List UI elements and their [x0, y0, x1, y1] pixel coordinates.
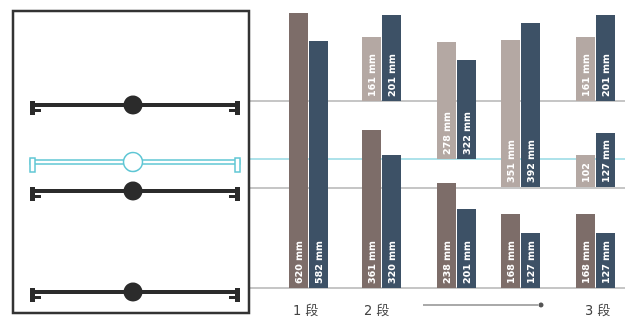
- tier-label-2: 2 段: [364, 304, 389, 319]
- bar-15: [576, 37, 595, 101]
- bar-19: [576, 214, 595, 288]
- bar-13: [501, 214, 520, 288]
- bar-label-18: 127 mm: [601, 140, 612, 183]
- bar-label-10: 201 mm: [462, 241, 473, 284]
- bar-5: [362, 130, 381, 288]
- bar-11: [501, 40, 520, 187]
- bar-17: [576, 155, 595, 187]
- bar-label-8: 322 mm: [462, 112, 473, 155]
- bar-20: [596, 233, 615, 288]
- bar-label-15: 161 mm: [581, 54, 592, 97]
- bar-label-3: 161 mm: [367, 54, 378, 97]
- bar-label-12: 392 mm: [526, 140, 537, 183]
- bar-4: [382, 15, 401, 101]
- dimension-bars: 620 mm 582 mm 161 mm 201 mm 361 mm 320 mm 278 …: [289, 13, 615, 288]
- bar-10: [457, 209, 476, 288]
- bar-label-20: 127 mm: [601, 241, 612, 284]
- bar-label-7: 278 mm: [442, 112, 453, 155]
- bar-label-11: 351 mm: [506, 140, 517, 183]
- bar-label-9: 238 mm: [442, 241, 453, 284]
- bar-label-17: 102: [581, 163, 592, 183]
- bar-12: [521, 23, 540, 187]
- bar-label-16: 201 mm: [601, 54, 612, 97]
- drawer-rail-icon: [30, 95, 240, 115]
- bar-label-1: 620 mm: [294, 241, 305, 284]
- tier-label-1: 1 段: [293, 304, 318, 319]
- bar-6: [382, 155, 401, 288]
- bar-label-19: 168 mm: [581, 241, 592, 284]
- tier-label-3: 3 段: [585, 304, 610, 319]
- bar-label-14: 127 mm: [526, 241, 537, 284]
- bar-label-6: 320 mm: [387, 241, 398, 284]
- bar-9: [437, 183, 456, 288]
- bar-2: [309, 41, 328, 288]
- bar-3: [362, 37, 381, 101]
- bar-label-4: 201 mm: [387, 54, 398, 97]
- bar-1: [289, 13, 308, 288]
- arrow-right-icon: [423, 302, 544, 308]
- bar-8: [457, 60, 476, 159]
- bar-label-5: 361 mm: [367, 241, 378, 284]
- bar-18: [596, 133, 615, 187]
- bar-label-2: 582 mm: [314, 241, 325, 284]
- bar-7: [437, 42, 456, 159]
- bar-16: [596, 15, 615, 101]
- highlighted-drawer-rail-icon: [29, 151, 241, 173]
- drawer-rail-icon: [30, 181, 240, 201]
- drawer-rail-icon: [30, 282, 240, 302]
- bar-label-13: 168 mm: [506, 241, 517, 284]
- bar-14: [521, 233, 540, 288]
